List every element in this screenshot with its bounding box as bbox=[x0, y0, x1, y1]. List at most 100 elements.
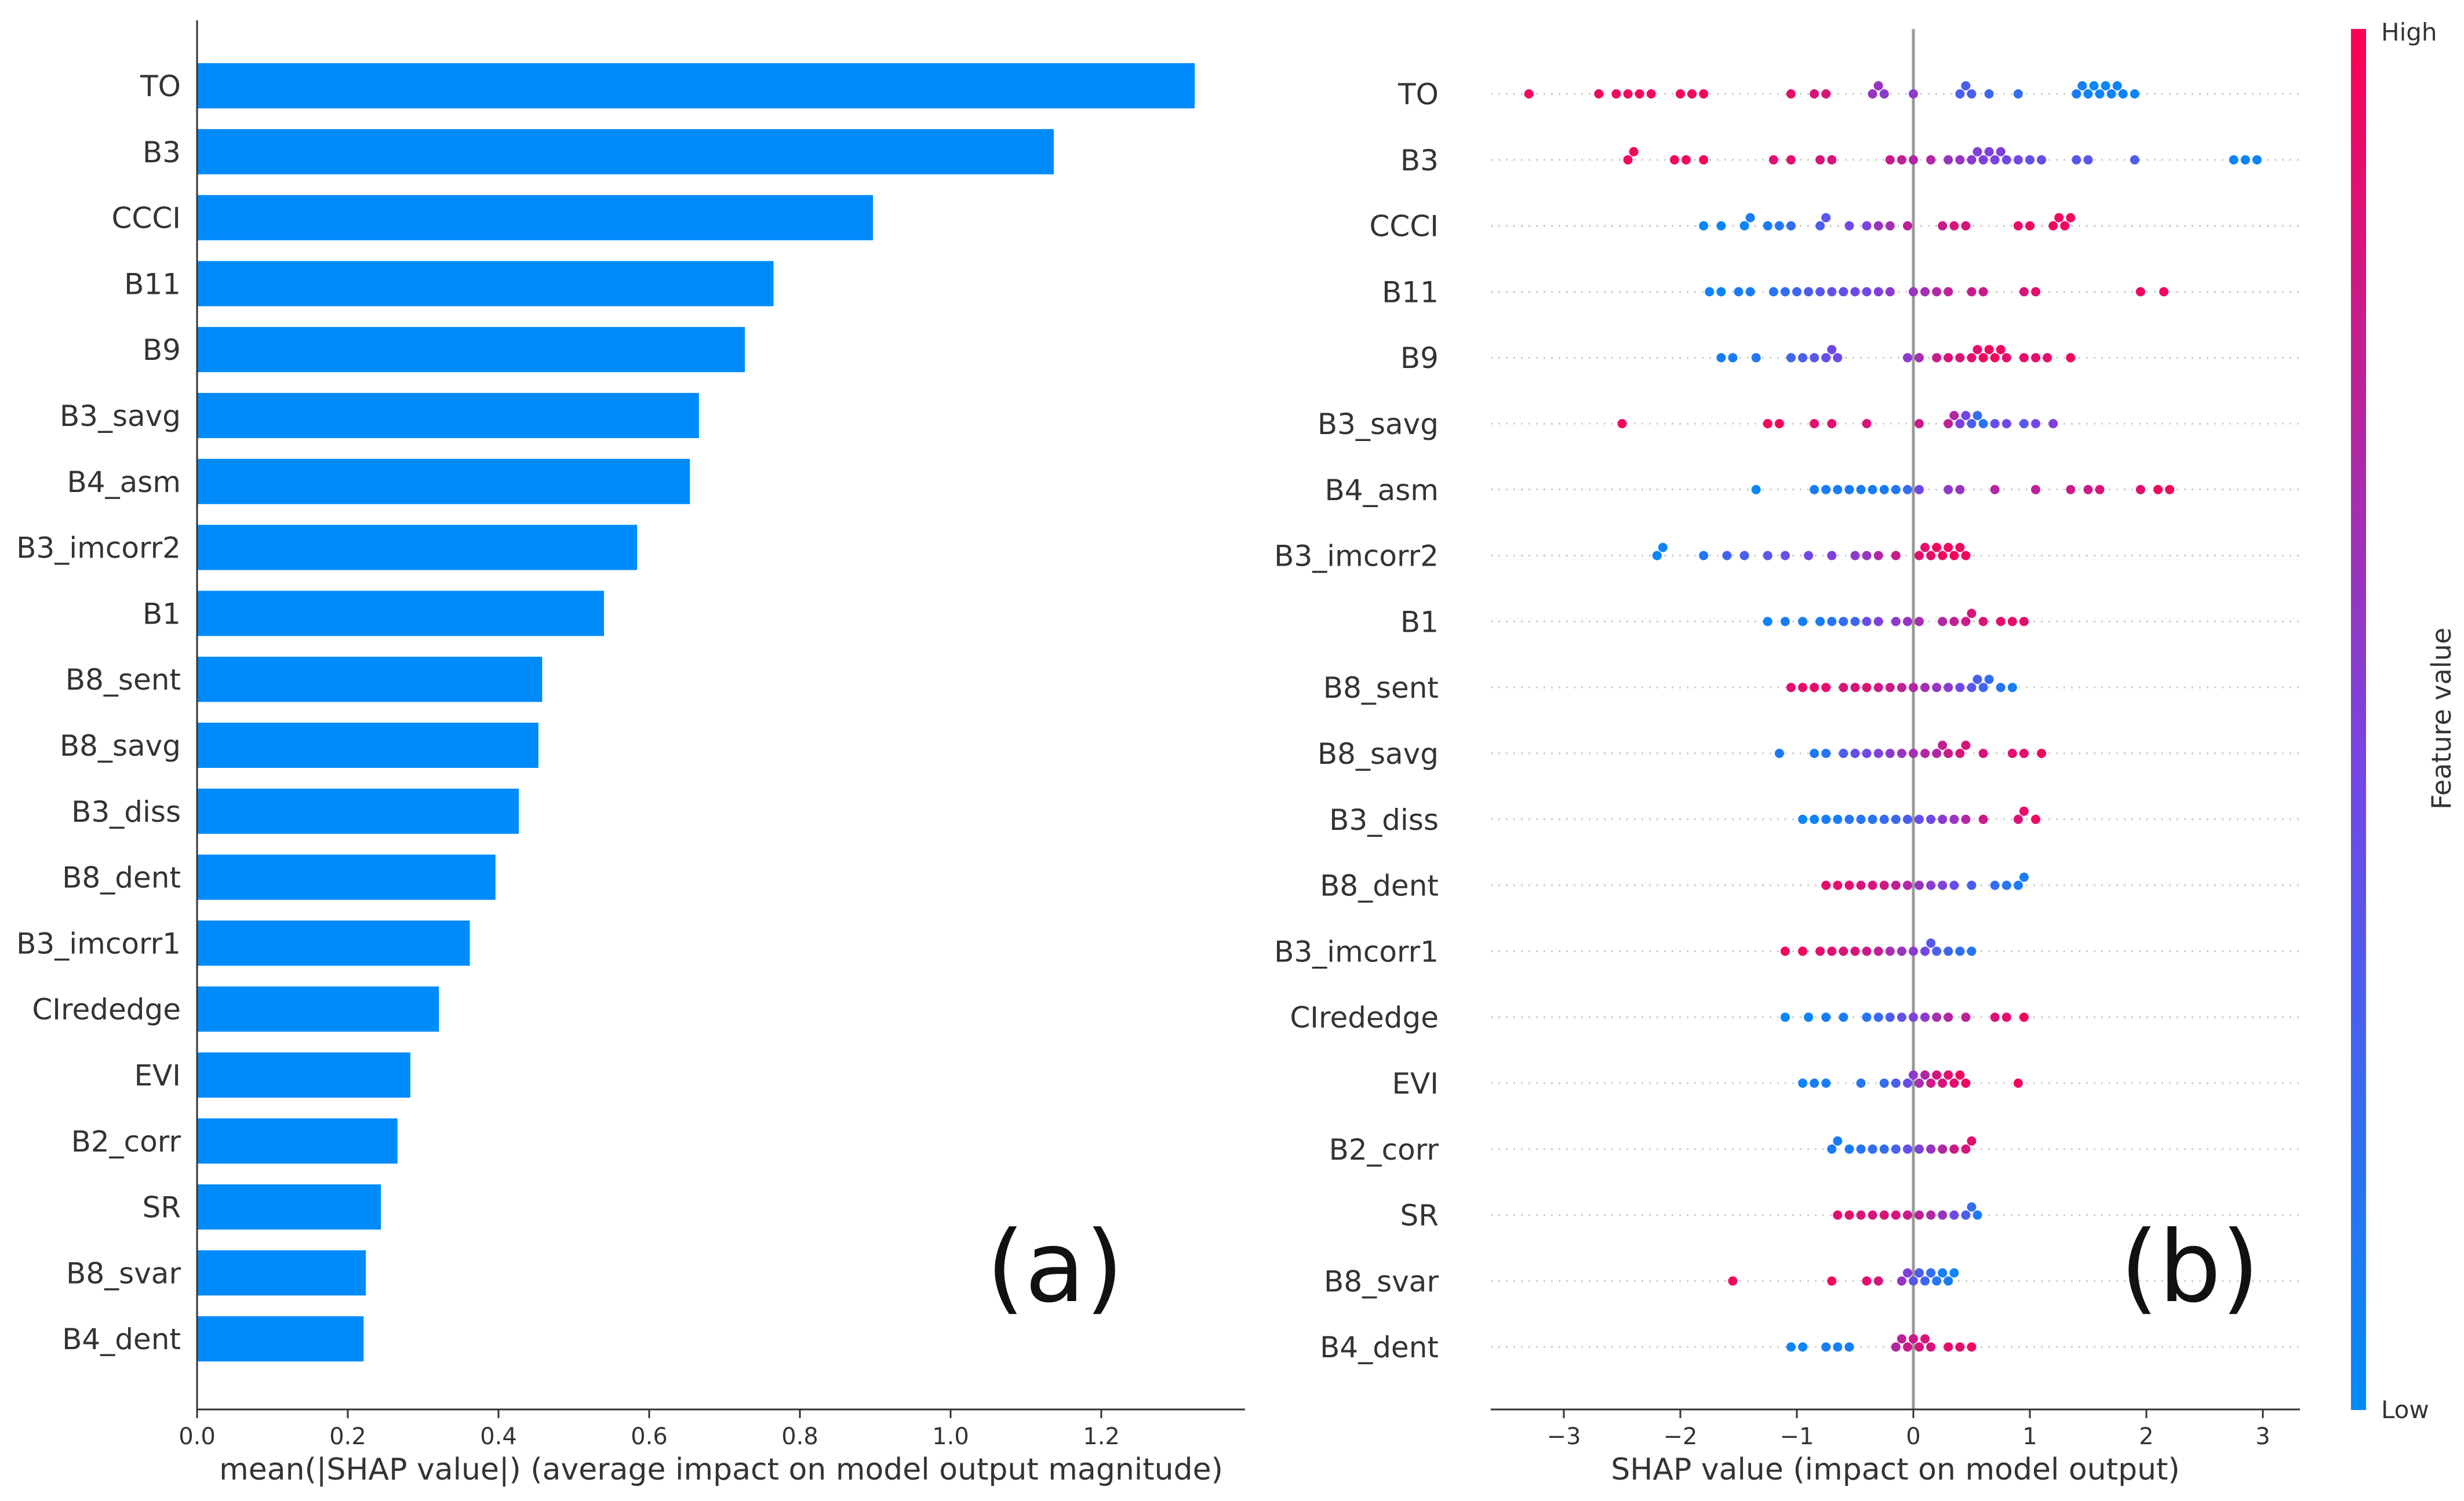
shap-dot bbox=[1955, 683, 1965, 693]
shap-dot bbox=[1926, 551, 1936, 560]
beeswarm-panel: TO B3 CCCI B11 B9 B3_savg B4_asm B3_imcorr2 B1 B8… bbox=[1274, 18, 2457, 1487]
shap-dot bbox=[1926, 1144, 1936, 1154]
shap-dot bbox=[1984, 345, 1994, 355]
shap-dot bbox=[1821, 880, 1831, 890]
shap-dot bbox=[2048, 419, 2058, 428]
shap-dot bbox=[1891, 1210, 1901, 1220]
colorbar bbox=[2351, 29, 2366, 1410]
shap-dot bbox=[1798, 946, 1808, 956]
shap-dot bbox=[1862, 946, 1872, 956]
bar-b3 bbox=[197, 129, 1054, 174]
shap-dot bbox=[1810, 749, 1819, 758]
shap-dot bbox=[1926, 880, 1936, 890]
shap-dot bbox=[1821, 749, 1831, 758]
shap-dot bbox=[1961, 411, 1971, 420]
shap-dot bbox=[1856, 1079, 1866, 1088]
shap-dot bbox=[1839, 1012, 1848, 1022]
shap-dot bbox=[1873, 946, 1883, 956]
shap-dot bbox=[1873, 617, 1883, 626]
shap-dot bbox=[1879, 89, 1889, 99]
shap-dot bbox=[1868, 880, 1877, 890]
shap-dot bbox=[1856, 484, 1866, 494]
y-tick-label: B3_savg bbox=[1317, 407, 1439, 441]
shap-dot bbox=[1868, 89, 1877, 99]
shap-dot bbox=[1739, 551, 1749, 560]
x-tick-label: 0.2 bbox=[329, 1423, 366, 1450]
shap-dot bbox=[1920, 946, 1930, 956]
panel-label: (a) bbox=[987, 1210, 1124, 1325]
shap-dot bbox=[1961, 1079, 1971, 1088]
shap-dot bbox=[1909, 946, 1918, 956]
shap-dot bbox=[1967, 287, 1977, 297]
shap-dot bbox=[1967, 880, 1977, 890]
shap-dot bbox=[2031, 484, 2041, 494]
shap-dot bbox=[1915, 617, 1924, 626]
colorbar-low-label: Low bbox=[2381, 1396, 2429, 1424]
shap-dot bbox=[1862, 287, 1872, 297]
x-axis-label: mean(|SHAP value|) (average impact on mo… bbox=[219, 1452, 1223, 1487]
shap-dot bbox=[1763, 221, 1773, 231]
shap-dot bbox=[1652, 551, 1662, 560]
shap-dot bbox=[1920, 1334, 1930, 1344]
shap-dot bbox=[1932, 946, 1942, 956]
shap-dot bbox=[1780, 551, 1790, 560]
shap-dot bbox=[1961, 1012, 1971, 1022]
shap-dot bbox=[1839, 683, 1848, 693]
y-tick-label: B9 bbox=[143, 333, 181, 367]
shap-dot bbox=[1955, 749, 1965, 758]
shap-dot bbox=[1763, 419, 1773, 428]
shap-dot bbox=[2060, 221, 2070, 231]
shap-dot bbox=[1943, 1276, 1953, 1286]
bar-b9 bbox=[197, 327, 745, 373]
y-tick-label: B4_asm bbox=[67, 465, 181, 499]
shap-dot bbox=[1780, 946, 1790, 956]
shap-dot bbox=[2013, 814, 2023, 824]
shap-dot bbox=[1978, 155, 1988, 165]
shap-dot bbox=[1833, 1136, 1843, 1146]
y-tick-label: B1 bbox=[1400, 605, 1439, 639]
shap-dot bbox=[1804, 551, 1814, 560]
shap-dot bbox=[1687, 89, 1697, 99]
shap-dot bbox=[1833, 1210, 1843, 1220]
shap-dot bbox=[1961, 1144, 1971, 1154]
shap-dot bbox=[1990, 1012, 2000, 1022]
shap-dot bbox=[1996, 147, 2006, 156]
shap-dot bbox=[2072, 155, 2081, 165]
shap-dot bbox=[1920, 749, 1930, 758]
shap-dot bbox=[2101, 81, 2110, 90]
bar-cirededge bbox=[197, 986, 439, 1032]
shap-dot bbox=[1728, 1276, 1738, 1286]
shap-dot bbox=[1763, 551, 1773, 560]
shap-dot bbox=[1815, 221, 1825, 231]
shap-dot bbox=[1786, 155, 1796, 165]
y-tick-label: B4_dent bbox=[1320, 1331, 1439, 1364]
shap-dot bbox=[2054, 213, 2064, 223]
shap-dot bbox=[1990, 880, 2000, 890]
shap-dot bbox=[1920, 542, 1930, 552]
shap-dot bbox=[1844, 814, 1854, 824]
x-tick-label: −2 bbox=[1664, 1423, 1698, 1450]
shap-dot bbox=[1868, 814, 1877, 824]
shap-dot bbox=[1902, 617, 1912, 626]
y-tick-label: B8_sent bbox=[1323, 671, 1439, 705]
shap-dot bbox=[1879, 484, 1889, 494]
shap-dot bbox=[1943, 1012, 1953, 1022]
shap-dot bbox=[2066, 213, 2076, 223]
shap-dot bbox=[1856, 1144, 1866, 1154]
shap-dot bbox=[1844, 221, 1854, 231]
shap-dot bbox=[1699, 551, 1709, 560]
shap-dot bbox=[1839, 749, 1848, 758]
shap-dot bbox=[1967, 419, 1977, 428]
shap-dot bbox=[1716, 353, 1726, 363]
shap-dot bbox=[1938, 741, 1948, 750]
shap-dot bbox=[2007, 617, 2017, 626]
shap-dot bbox=[1873, 1012, 1883, 1022]
shap-dot bbox=[1798, 814, 1808, 824]
shap-dot bbox=[1524, 89, 1534, 99]
shap-dot bbox=[1955, 89, 1965, 99]
shap-dot bbox=[1990, 419, 2000, 428]
shap-dot bbox=[1815, 617, 1825, 626]
x-tick-label: 0.4 bbox=[480, 1423, 517, 1450]
shap-dot bbox=[1623, 89, 1633, 99]
shap-dot bbox=[2013, 221, 2023, 231]
